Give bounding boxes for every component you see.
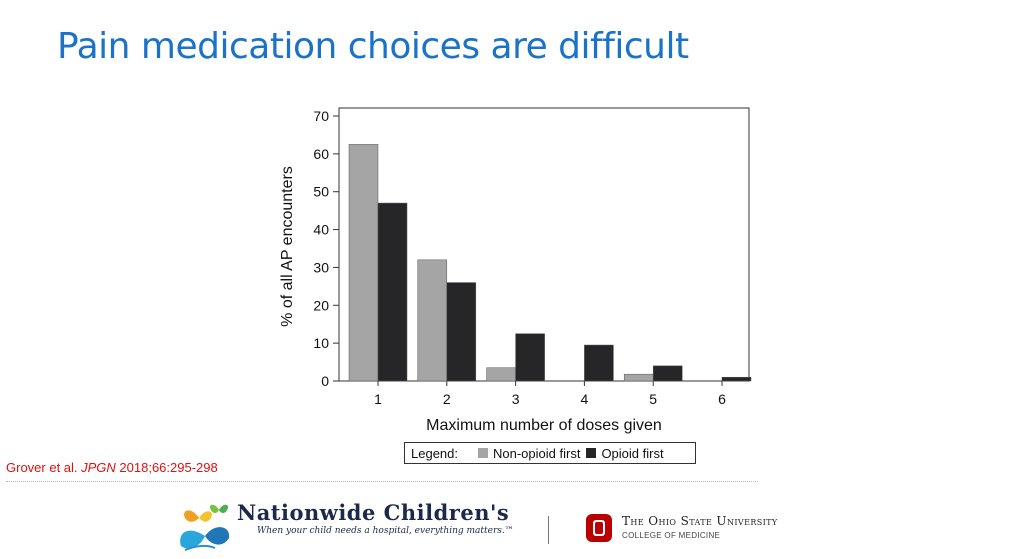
x-tick-label: 1 — [374, 391, 382, 407]
bar-opioid — [515, 333, 545, 382]
citation-details: 2018;66:295-298 — [115, 460, 218, 475]
nationwide-tagline: When your child needs a hospital, everyt… — [257, 526, 514, 536]
legend-label: Legend: — [411, 445, 458, 461]
legend-swatch-opioid — [586, 448, 597, 458]
logo-divider — [548, 516, 549, 544]
block-o-icon — [586, 514, 612, 542]
legend-entry-non-opioid: Non-opioid first — [478, 446, 580, 461]
osu-college: COLLEGE OF MEDICINE — [622, 531, 721, 540]
chart-legend: Legend: Non-opioid first Opioid first — [404, 442, 696, 464]
y-axis-label: % of all AP encounters — [279, 166, 296, 327]
citation-authors: Grover et al. — [6, 460, 82, 475]
y-tick-label: 10 — [313, 335, 329, 351]
x-tick-label: 6 — [718, 391, 726, 407]
x-tick-label: 3 — [512, 391, 520, 407]
legend-text-opioid: Opioid first — [601, 445, 664, 461]
y-tick-label: 60 — [313, 146, 329, 162]
bar-non-opioid — [417, 259, 448, 382]
y-tick-label: 40 — [313, 222, 329, 238]
x-tick-label: 5 — [649, 391, 657, 407]
bar-non-opioid — [348, 144, 379, 382]
bar-opioid — [652, 365, 683, 382]
x-tick-label: 4 — [581, 391, 589, 407]
plot-area: 0 10 20 30 40 50 60 70 1 2 3 4 5 6 Maximum number of d… — [279, 107, 752, 434]
bar-opioid — [377, 202, 408, 382]
nationwide-childrens-logo: Nationwide Children's When your child ne… — [175, 496, 514, 556]
citation-journal: JPGN — [81, 460, 116, 475]
bar-non-opioid — [486, 367, 516, 382]
y-tick-label: 50 — [313, 184, 329, 200]
osu-name: The Ohio State University — [622, 514, 778, 528]
bar-opioid — [446, 282, 477, 382]
legend-entry-opioid: Opioid first — [586, 445, 664, 461]
legend-text-non-opioid: Non-opioid first — [493, 445, 581, 461]
legend-swatch-non-opioid — [478, 448, 488, 458]
bar-opioid — [584, 344, 614, 382]
x-tick-label: 2 — [443, 391, 451, 407]
dotted-divider — [6, 481, 758, 482]
bar-opioid — [721, 376, 752, 382]
osu-logo: The Ohio State University COLLEGE OF MED… — [584, 512, 777, 544]
bar-chart: 0 10 20 30 40 50 60 70 1 2 3 4 5 6 Maximum number of d… — [279, 107, 752, 434]
bar-non-opioid — [623, 373, 654, 382]
citation: Grover et al. JPGN 2018;66:295-298 — [6, 460, 218, 475]
y-tick-label: 30 — [313, 259, 329, 275]
y-tick-label: 20 — [313, 297, 329, 313]
butterflies-icon — [180, 504, 230, 551]
slide-title: Pain medication choices are difficult — [57, 26, 689, 67]
y-tick-label: 0 — [321, 373, 329, 389]
nationwide-name: Nationwide Children's — [237, 500, 510, 525]
x-axis-label: Maximum number of doses given — [426, 417, 662, 434]
y-tick-label: 70 — [313, 108, 329, 124]
